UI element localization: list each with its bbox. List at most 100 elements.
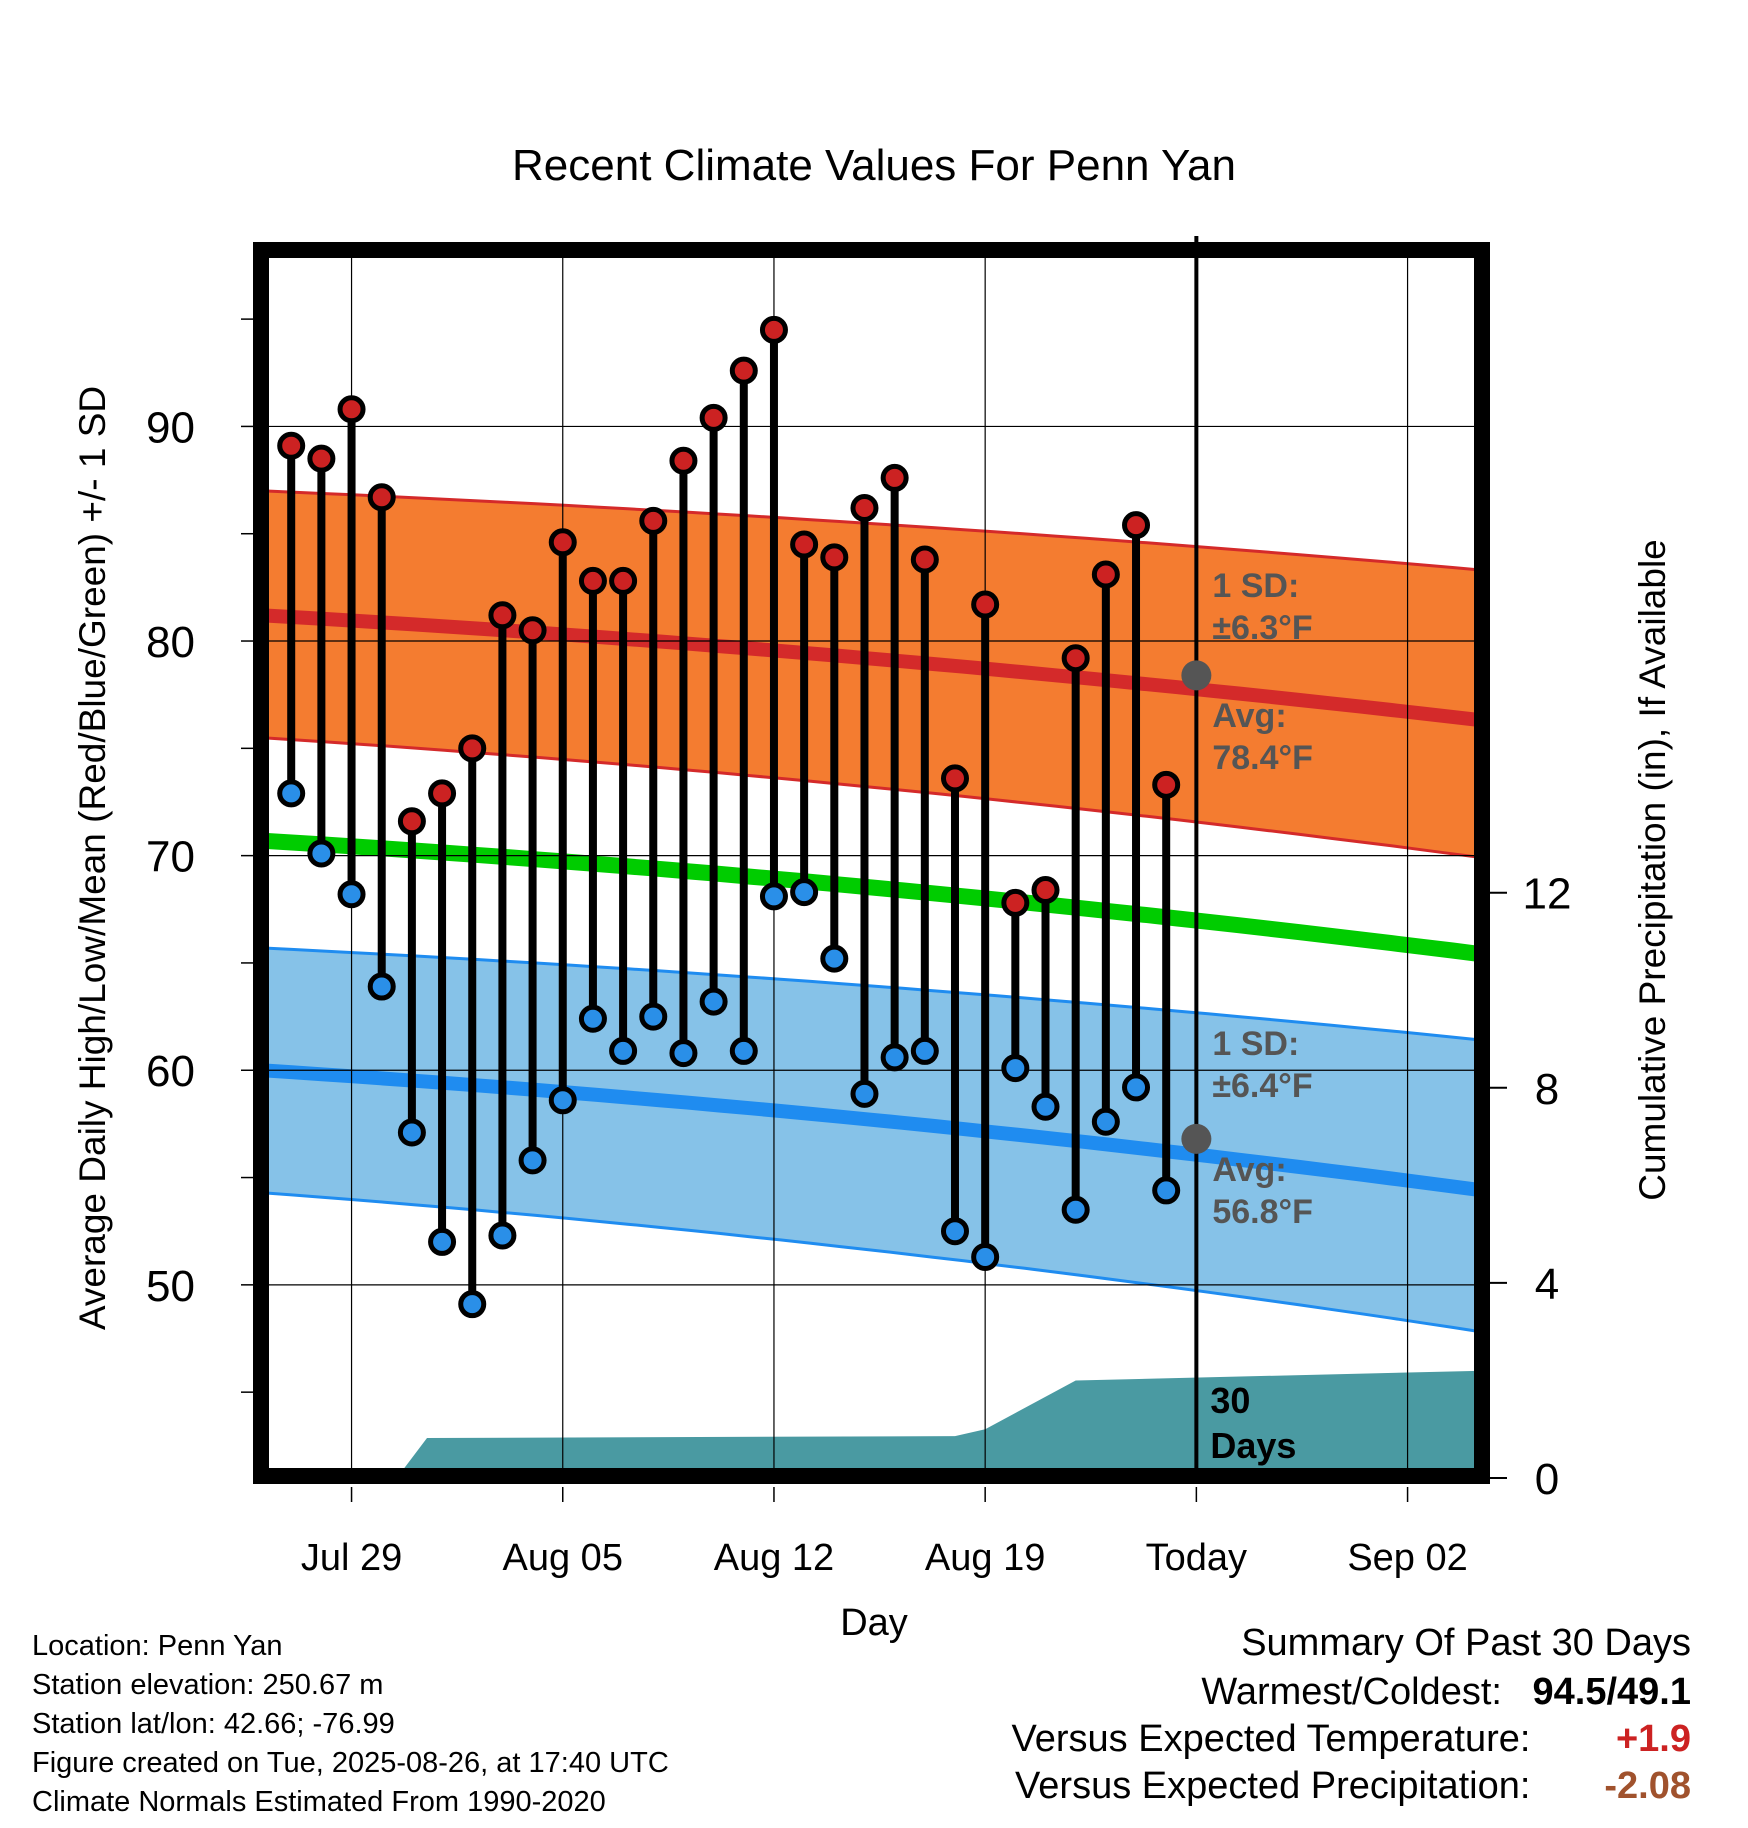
daily-high-point: [578, 566, 607, 595]
warmest-label: Warmest/Coldest:: [1201, 1671, 1502, 1713]
daily-high-point: [367, 483, 396, 512]
daily-low-point: [910, 1036, 939, 1065]
daily-low-point: [307, 839, 336, 868]
daily-low-point: [699, 987, 728, 1016]
y2-tick-label: 12: [1523, 870, 1572, 919]
y-tick-label: 50: [146, 1262, 195, 1311]
daily-high-point: [1061, 644, 1090, 673]
summary-panel: Summary Of Past 30 Days Warmest/Coldest:…: [1012, 1622, 1691, 1808]
high-avg-annotation-1: 78.4°F: [1212, 739, 1313, 777]
daily-low-point: [1061, 1195, 1090, 1224]
warmest-value: 94.5/49.1: [1532, 1671, 1691, 1713]
daily-low-point: [1122, 1073, 1151, 1102]
warmest-row: Warmest/Coldest: 94.5/49.1: [1012, 1671, 1691, 1714]
normal-low-line: [260, 1063, 1483, 1198]
summary-title: Summary Of Past 30 Days: [1241, 1622, 1691, 1664]
y2-tick-label: 8: [1535, 1065, 1559, 1114]
x-tick-label: Aug 05: [503, 1537, 623, 1579]
daily-low-point: [1091, 1107, 1120, 1136]
normal-high-line: [260, 608, 1483, 728]
daily-low-point: [1031, 1092, 1060, 1121]
daily-high-point: [1001, 888, 1030, 917]
high-avg-annotation-0: Avg:: [1212, 697, 1286, 735]
temp-value: +1.9: [1615, 1718, 1691, 1760]
low-avg-annotation-0: Avg:: [1212, 1151, 1286, 1189]
daily-high-point: [790, 530, 819, 559]
daily-high-point: [759, 315, 788, 344]
daily-high-point: [518, 616, 547, 645]
daily-high-point: [307, 444, 336, 473]
daily-high-point: [1152, 770, 1181, 799]
daily-low-point: [820, 944, 849, 973]
y2-tick-label: 4: [1535, 1260, 1559, 1309]
chart-title: Recent Climate Values For Penn Yan: [512, 141, 1236, 190]
high-sd-annotation-1: ±6.3°F: [1212, 609, 1312, 647]
daily-high-point: [971, 590, 1000, 619]
daily-low-point: [639, 1002, 668, 1031]
daily-low-point: [488, 1221, 517, 1250]
precip-value: -2.08: [1604, 1765, 1691, 1807]
y-axis-label: Average Daily High/Low/Mean (Red/Blue/Gr…: [72, 386, 113, 1330]
days-label-1: Days: [1210, 1425, 1296, 1466]
daily-low-point: [548, 1086, 577, 1115]
x-tick-label: Sep 02: [1347, 1537, 1467, 1579]
daily-low-point: [790, 878, 819, 907]
daily-high-point: [820, 543, 849, 572]
daily-low-point: [367, 972, 396, 1001]
days-label-0: 30: [1210, 1380, 1250, 1421]
high-sd-upper-line: [260, 489, 1483, 572]
daily-high-point: [397, 807, 426, 836]
y2-tick-label: 0: [1535, 1455, 1559, 1504]
x-axis-label: Day: [840, 1602, 908, 1644]
daily-low-point: [759, 882, 788, 911]
daily-high-point: [337, 395, 366, 424]
daily-high-point: [277, 431, 306, 460]
daily-high-point: [850, 493, 879, 522]
latlon-text: Station lat/lon: 42.66; -76.99: [32, 1708, 395, 1740]
y-tick-label: 60: [146, 1047, 195, 1096]
precip-area: [396, 1370, 1483, 1478]
precip-label: Versus Expected Precipitation:: [1015, 1765, 1531, 1807]
x-tick-label: Today: [1146, 1537, 1247, 1579]
low-sd-lower-line: [260, 1191, 1483, 1334]
x-tick-label: Jul 29: [301, 1537, 402, 1579]
daily-high-point: [639, 506, 668, 535]
daily-high-point: [428, 779, 457, 808]
daily-low-point: [397, 1118, 426, 1147]
daily-low-point: [1001, 1054, 1030, 1083]
daily-high-point: [910, 545, 939, 574]
daily-low-point: [578, 1004, 607, 1033]
daily-high-point: [609, 566, 638, 595]
elevation-text: Station elevation: 250.67 m: [32, 1669, 384, 1701]
daily-high-point: [548, 528, 577, 557]
daily-low-point: [337, 880, 366, 909]
daily-low-point: [850, 1079, 879, 1108]
y-tick-label: 90: [146, 403, 195, 452]
low-sd-annotation-1: ±6.4°F: [1212, 1067, 1312, 1105]
daily-low-point: [428, 1227, 457, 1256]
daily-low-point: [880, 1043, 909, 1072]
created-text: Figure created on Tue, 2025-08-26, at 17…: [32, 1747, 669, 1779]
daily-high-point: [880, 463, 909, 492]
temp-label: Versus Expected Temperature:: [1011, 1718, 1531, 1760]
temp-row: Versus Expected Temperature: +1.9: [1012, 1718, 1691, 1761]
daily-low-point: [277, 779, 306, 808]
daily-low-point: [1152, 1176, 1181, 1205]
daily-low-point: [458, 1290, 487, 1319]
daily-high-point: [940, 764, 969, 793]
normal-mean-line: [260, 832, 1483, 963]
daily-high-point: [729, 356, 758, 385]
daily-low-point: [669, 1039, 698, 1068]
high-sd-annotation-0: 1 SD:: [1212, 567, 1299, 605]
low-avg-annotation-1: 56.8°F: [1212, 1193, 1313, 1231]
plot-frame: [253, 242, 1490, 1484]
daily-low-point: [609, 1036, 638, 1065]
y-tick-label: 80: [146, 618, 195, 667]
daily-low-point: [971, 1242, 1000, 1271]
daily-high-point: [458, 734, 487, 763]
daily-high-point: [699, 403, 728, 432]
daily-high-point: [1091, 560, 1120, 589]
x-tick-label: Aug 19: [925, 1537, 1045, 1579]
daily-high-point: [669, 446, 698, 475]
